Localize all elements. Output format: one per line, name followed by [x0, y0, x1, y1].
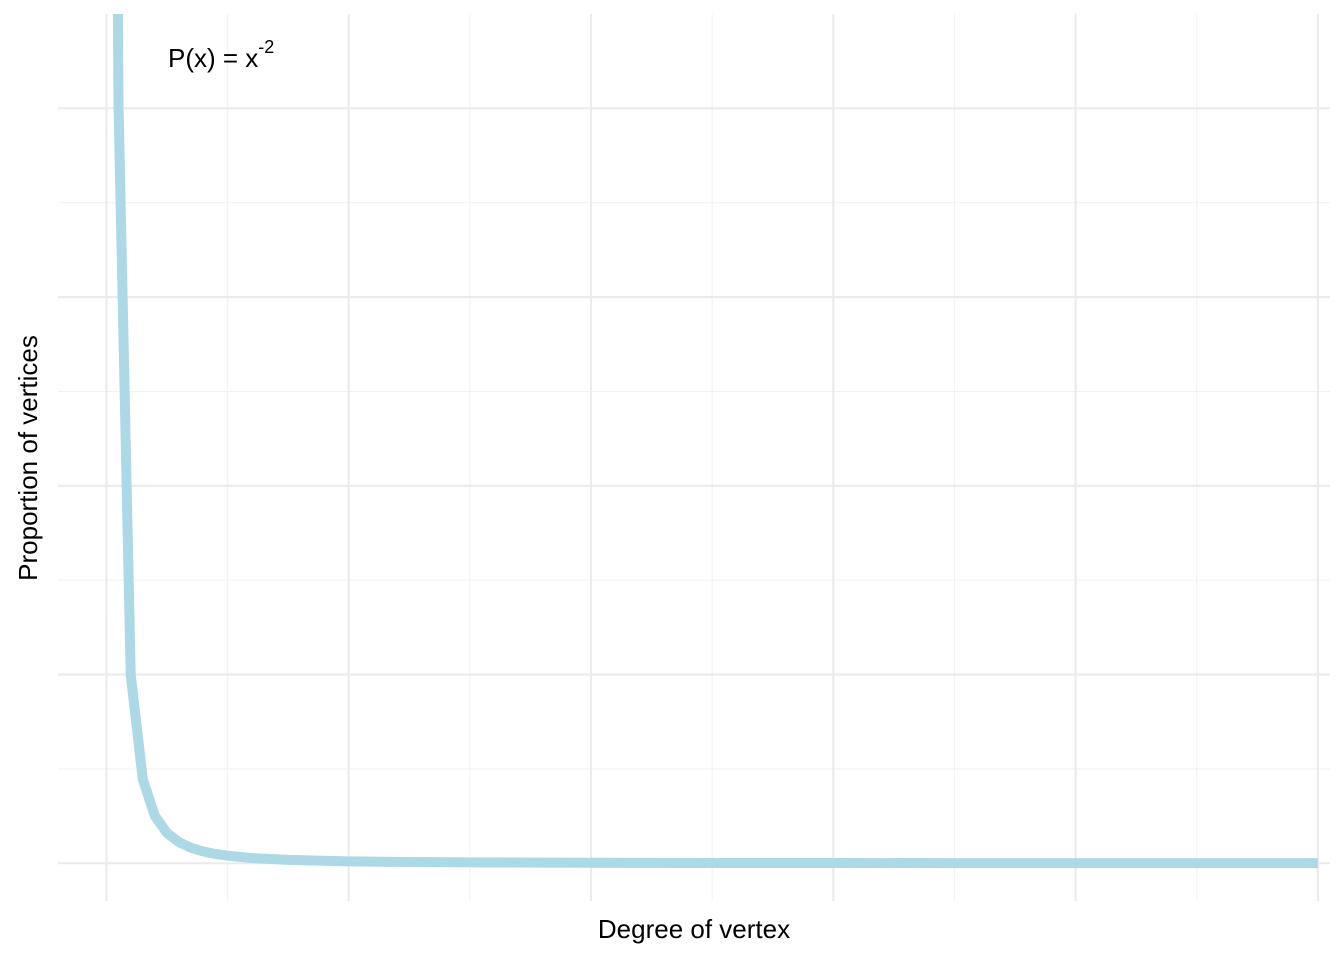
grid-minor-y: [58, 202, 1330, 770]
annotation-exponent: -2: [258, 37, 274, 57]
series-line-0: [112, 14, 1318, 869]
grid-minor-x: [227, 14, 1198, 901]
grid-major-y: [58, 107, 1330, 865]
grid-major-x: [105, 14, 1319, 901]
annotation-base: P(x) = x: [168, 43, 258, 73]
y-axis-label: Proportion of vertices: [13, 335, 43, 581]
series-layer: [112, 14, 1318, 869]
annotation: P(x) = x-2: [168, 37, 274, 73]
x-axis-label: Degree of vertex: [598, 914, 790, 944]
